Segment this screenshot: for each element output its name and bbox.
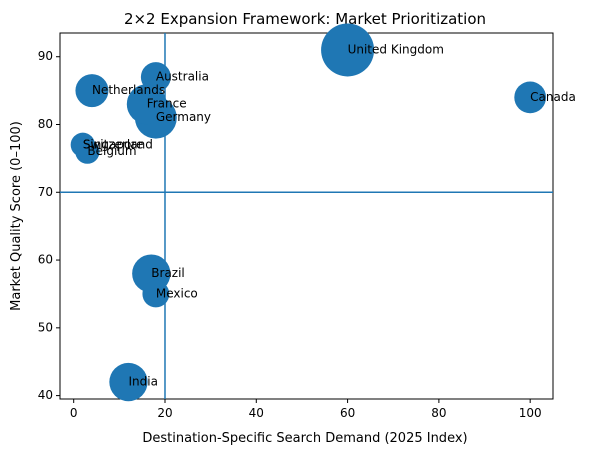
- bubble-layer: [70, 23, 547, 402]
- y-tick-label-90: 90: [38, 49, 53, 63]
- bubble-australia: [140, 62, 171, 93]
- x-tick-label-40: 40: [249, 406, 264, 420]
- reference-lines: [60, 33, 553, 399]
- x-tick-label-100: 100: [519, 406, 542, 420]
- point-label-switzerland: Switzerland: [83, 137, 153, 151]
- bubble-netherlands: [75, 74, 109, 108]
- point-label-united-kingdom: United Kingdom: [348, 42, 444, 56]
- plot-frame: [59, 32, 554, 400]
- y-tick-label-80: 80: [38, 117, 53, 131]
- point-label-netherlands: Netherlands: [92, 83, 165, 97]
- point-label-brazil: Brazil: [151, 266, 185, 280]
- point-label-australia: Australia: [156, 70, 209, 84]
- bubble-mexico: [142, 280, 170, 308]
- point-label-mexico: Mexico: [156, 286, 198, 300]
- y-tick-label-60: 60: [38, 253, 53, 267]
- y-tick-label-70: 70: [38, 185, 53, 199]
- point-label-india: India: [128, 375, 157, 389]
- bubble-india: [109, 362, 148, 402]
- x-axis-ticks: 0 20 40 60 80 100: [70, 399, 542, 420]
- y-axis-label: Market Quality Score (0–100): [9, 121, 24, 311]
- bubble-united-kingdom: [321, 23, 375, 77]
- bubble-singapore: [71, 133, 95, 157]
- y-tick-label-40: 40: [38, 388, 53, 402]
- point-label-france: France: [147, 97, 187, 111]
- x-axis-label: Destination-Specific Search Demand (2025…: [142, 431, 467, 446]
- x-tick-label-60: 60: [340, 406, 355, 420]
- point-label-germany: Germany: [156, 110, 211, 124]
- point-label-singapore: Singapore: [83, 137, 144, 151]
- bubble-canada: [514, 81, 547, 114]
- y-axis-ticks: 40 50 60 70 80 90: [38, 49, 60, 402]
- point-label-belgium: Belgium: [87, 144, 136, 158]
- x-tick-label-20: 20: [157, 406, 172, 420]
- chart-title: 2×2 Expansion Framework: Market Prioriti…: [124, 10, 486, 28]
- bubble-france: [126, 84, 167, 125]
- x-tick-label-80: 80: [431, 406, 446, 420]
- y-tick-label-50: 50: [38, 320, 53, 334]
- point-label-canada: Canada: [530, 90, 576, 104]
- x-tick-label-0: 0: [70, 406, 78, 420]
